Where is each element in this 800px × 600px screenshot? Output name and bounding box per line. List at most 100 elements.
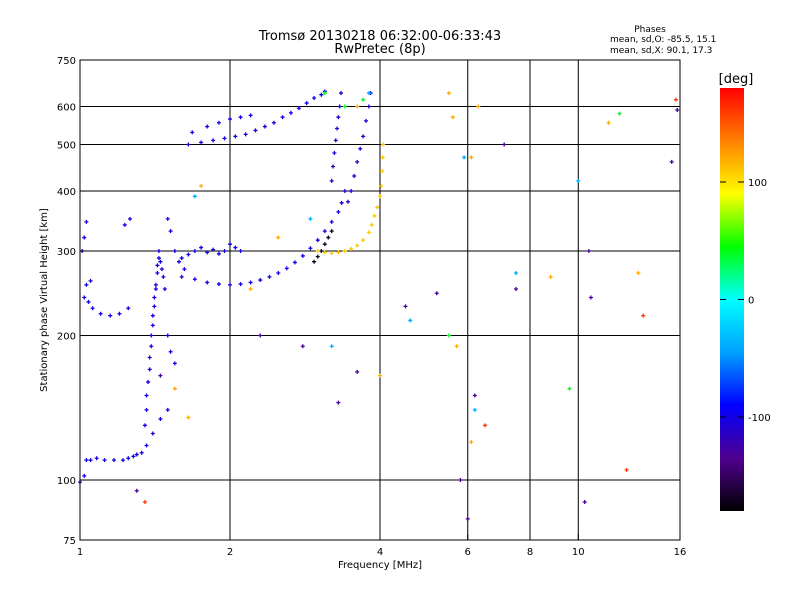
echo-point [582,499,587,504]
echo-point [117,311,122,316]
echo-point [165,216,170,221]
echo-point [369,222,374,227]
echo-point [329,229,334,234]
echo-point [147,367,152,372]
echo-point [337,104,342,109]
echo-point [205,250,210,255]
echo-point [155,263,160,268]
echo-point [216,282,221,287]
echo-point [271,120,276,125]
echo-point [233,134,238,139]
echo-point [333,138,338,143]
echo-point [673,97,678,102]
echo-point [153,287,158,292]
colorbar-tick-label: 0 [748,296,754,307]
echo-point [82,295,87,300]
y-tick-label: 600 [57,103,76,114]
echo-point [82,235,87,240]
echo-point [205,280,210,285]
echo-point [165,407,170,412]
echo-point [155,270,160,275]
echo-point [326,235,331,240]
echo-point [446,333,451,338]
x-tick-label: 10 [572,547,585,558]
echo-point [342,249,347,254]
echo-point [199,140,204,145]
echo-point [284,266,289,271]
echo-point [636,270,641,275]
echo-point [144,443,149,448]
echo-point [122,222,127,227]
echo-point [355,369,360,374]
echo-point [144,393,149,398]
data-points [78,89,680,521]
echo-point [159,267,164,272]
echo-point [361,134,366,139]
chart-title: Tromsø 20130218 06:32:00-06:33:43 [258,29,501,44]
colorbar-tick-label: -100 [748,413,771,424]
phases-heading: Phases [634,25,666,35]
echo-point [238,282,243,287]
y-tick-label: 750 [57,56,76,67]
echo-point [216,251,221,256]
echo-point [312,259,317,264]
echo-point [199,183,204,188]
echo-point [322,242,327,247]
echo-point [222,249,227,254]
echo-point [172,361,177,366]
echo-point [172,249,177,254]
echo-point [669,159,674,164]
echo-point [586,249,591,254]
echo-point [134,452,139,457]
echo-point [126,456,131,461]
echo-point [276,270,281,275]
echo-point [150,431,155,436]
echo-point [179,274,184,279]
echo-point [262,124,267,129]
colorbar-tick-label: 100 [748,178,767,189]
echo-point [342,104,347,109]
echo-point [361,238,366,243]
echo-point [158,373,163,378]
echo-point [158,417,163,422]
echo-point [349,189,354,194]
echo-point [258,333,263,338]
echo-point [355,243,360,248]
echo-point [641,313,646,318]
echo-point [190,130,195,135]
echo-point [146,380,151,385]
echo-point [355,159,360,164]
echo-point [349,246,354,251]
echo-point [514,287,519,292]
echo-point [300,344,305,349]
echo-point [288,110,293,115]
echo-point [94,456,99,461]
echo-point [329,178,334,183]
x-tick-label: 1 [77,547,83,558]
echo-point [472,393,477,398]
echo-point [319,249,324,254]
echo-point [366,104,371,109]
echo-point [358,146,363,151]
echo-point [408,318,413,323]
x-tick-label: 2 [227,547,233,558]
echo-point [205,124,210,129]
echo-point [332,151,337,156]
echo-point [186,415,191,420]
y-tick-label: 400 [57,187,76,198]
echo-point [483,423,488,428]
echo-point [462,155,467,160]
echo-point [84,282,89,287]
echo-point [355,104,360,109]
echo-point [312,96,317,101]
echo-point [222,136,227,141]
echo-point [514,270,519,275]
echo-point [606,120,611,125]
echo-point [617,111,622,116]
phases-o-mode: mean, sd,O: -85.5, 15.1 [610,35,716,45]
x-axis-label: Frequency [MHz] [338,560,422,571]
x-tick-label: 16 [674,547,687,558]
echo-point [469,440,474,445]
echo-point [446,91,451,96]
echo-point [243,132,248,137]
